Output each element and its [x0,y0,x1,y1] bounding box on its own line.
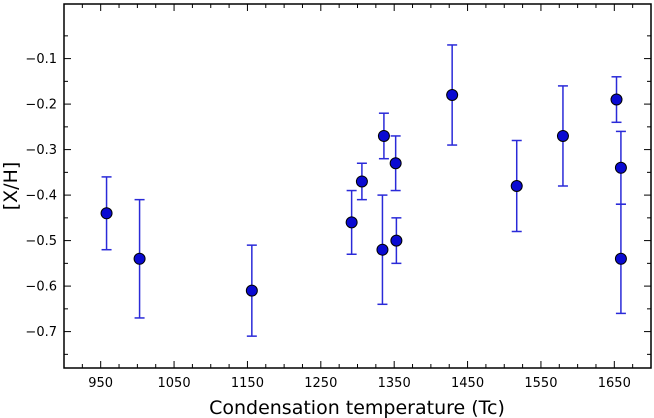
data-point [133,252,146,265]
data-point [245,284,258,297]
data-point [390,234,403,247]
x-axis-label: Condensation temperature (Tc) [209,397,505,418]
data-point-group [377,112,390,160]
x-tick-label: 1350 [378,376,411,391]
data-point [446,89,459,101]
data-point-group [390,217,403,265]
y-tick-label: −0.5 [25,234,57,249]
data-point [614,252,627,265]
data-point [355,175,368,188]
data-point [389,157,402,170]
data-point-group [376,194,389,306]
data-point [376,243,389,256]
y-tick-label: −0.2 [25,98,57,113]
y-axis-label: [X/H] [0,162,22,211]
x-tick-label: 1150 [231,376,264,391]
y-tick-label: −0.6 [25,280,57,295]
x-tick-label: 1250 [304,376,337,391]
data-marks [100,44,627,337]
x-tick-label: 1550 [524,376,557,391]
data-point-group [556,85,569,187]
data-point [100,207,113,220]
data-point-group [610,76,623,124]
y-tick-label: −0.3 [25,143,57,158]
y-tick-label: −0.7 [25,325,57,340]
x-tick-label: 950 [88,376,113,391]
data-point [614,161,627,174]
data-point-group [355,162,368,201]
data-point-group [133,198,146,319]
data-point-group [614,130,627,205]
axis-ticks: 950 1050 1150 1250 1350 1450 1550 1650 −0.7 −0.6 −… [25,4,652,391]
data-point-group [614,203,627,315]
data-point [510,180,523,192]
x-tick-label: 1650 [598,376,631,391]
y-tick-label: −0.1 [25,52,57,67]
data-point [377,129,390,142]
data-point [610,93,623,106]
data-point-group [446,44,459,146]
data-point-group [345,189,358,255]
y-tick-label: −0.4 [25,189,57,204]
data-point [556,129,569,142]
data-point-group [389,135,402,192]
data-point-group [245,244,258,337]
data-point [345,216,358,229]
x-tick-label: 1450 [451,376,484,391]
data-point-group [510,139,523,233]
x-tick-label: 1050 [158,376,191,391]
data-point-group [100,176,113,251]
